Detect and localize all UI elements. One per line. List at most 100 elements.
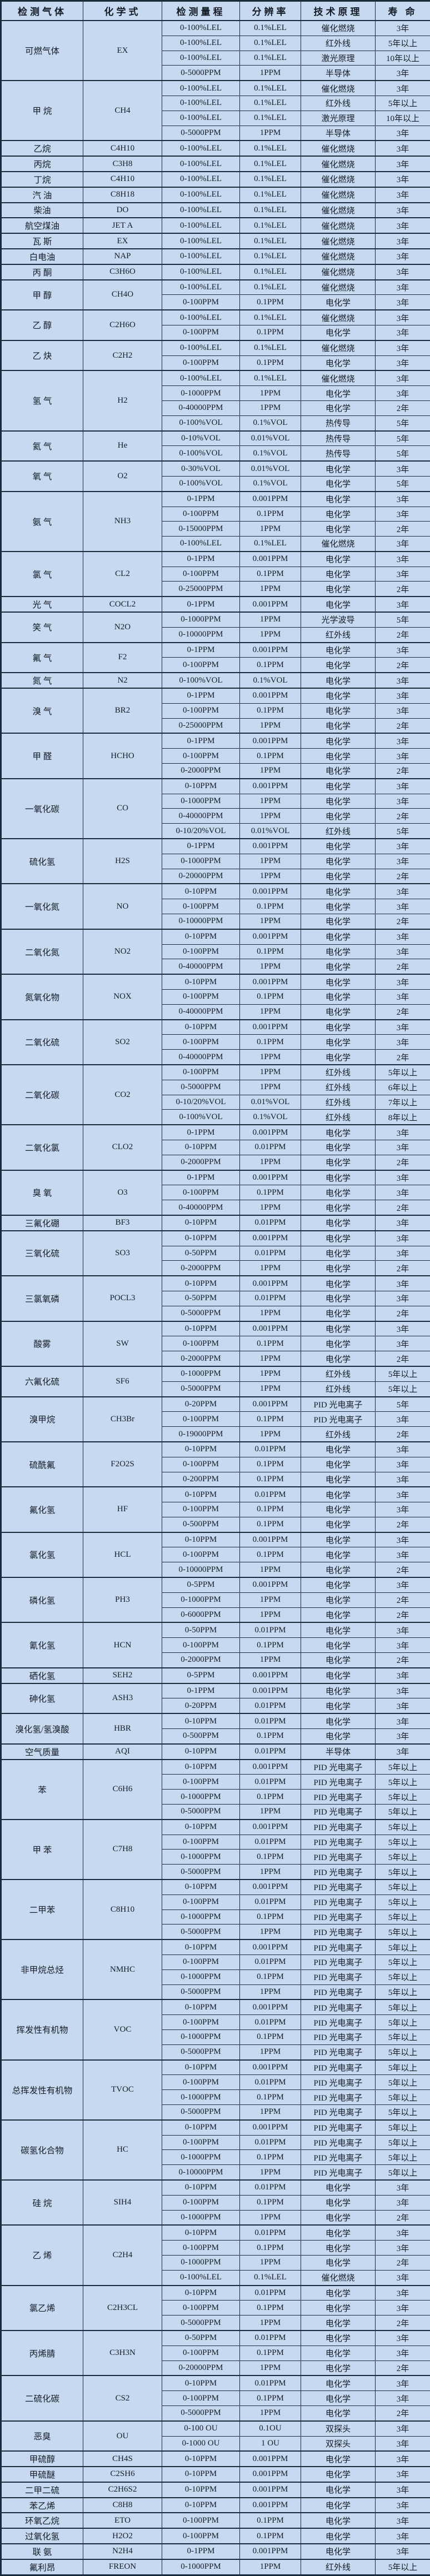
principle-cell: PID 光电离子 xyxy=(301,2104,376,2119)
principle-cell: 电化学 xyxy=(301,944,376,959)
range-cell: 0-10%VOL xyxy=(162,431,240,446)
range-cell: 0-20000PPM xyxy=(162,2361,240,2375)
gas-name-cell: 甲 醇 xyxy=(1,280,83,310)
principle-cell: 电化学 xyxy=(301,1472,376,1487)
range-cell: 0-100%LEL xyxy=(162,2270,240,2285)
resolution-cell: 0.1%LEL xyxy=(240,2270,301,2285)
range-cell: 0-100PPM xyxy=(162,1895,240,1910)
formula-cell: NMHC xyxy=(83,1939,162,1999)
gas-name-cell: 硫化氢 xyxy=(1,839,83,884)
lifetime-cell: 3年 xyxy=(376,340,430,355)
gas-name-cell: 六氟化硫 xyxy=(1,1366,83,1397)
formula-cell: H2O2 xyxy=(83,2528,162,2544)
resolution-cell: 0.1PPM xyxy=(240,295,301,310)
lifetime-cell: 3年 xyxy=(376,990,430,1005)
lifetime-cell: 5年以上 xyxy=(376,1775,430,1790)
lifetime-cell: 3年 xyxy=(376,2436,430,2451)
formula-cell: C4H10 xyxy=(83,141,162,156)
range-cell: 0-1000PPM xyxy=(162,1366,240,1381)
range-cell: 0-1PPM xyxy=(162,1125,240,1140)
lifetime-cell: 3年 xyxy=(376,249,430,264)
resolution-cell: 0.01PPM xyxy=(240,2225,301,2240)
formula-cell: C7H8 xyxy=(83,1820,162,1880)
resolution-cell: 0.001PPM xyxy=(240,779,301,794)
resolution-cell: 1PPM xyxy=(240,1984,301,1999)
principle-cell: 电化学 xyxy=(301,809,376,824)
range-cell: 0-100%LEL xyxy=(162,96,240,111)
lifetime-cell: 5年以上 xyxy=(376,1969,430,1984)
lifetime-cell: 5年以上 xyxy=(376,1955,430,1970)
range-cell: 0-10PPM xyxy=(162,2180,240,2195)
lifetime-cell: 3年 xyxy=(376,597,430,612)
resolution-cell: 0.1PPM xyxy=(240,899,301,914)
principle-cell: PID 光电离子 xyxy=(301,2165,376,2180)
principle-cell: 电化学 xyxy=(301,1502,376,1517)
resolution-cell: 0.001PPM xyxy=(240,1397,301,1412)
lifetime-cell: 3年 xyxy=(376,2451,430,2467)
gas-name-cell: 氨 气 xyxy=(1,492,83,552)
lifetime-cell: 3年 xyxy=(376,66,430,81)
range-cell: 0-10PPM xyxy=(162,1215,240,1231)
range-cell: 0-10000PPM xyxy=(162,627,240,642)
formula-cell: SIH4 xyxy=(83,2180,162,2225)
range-cell: 0-100%LEL xyxy=(162,81,240,96)
principle-cell: 红外线 xyxy=(301,2559,376,2575)
lifetime-cell: 2年 xyxy=(376,400,430,415)
resolution-cell: 0.001PPM xyxy=(240,1321,301,1336)
lifetime-cell: 5年以上 xyxy=(376,2044,430,2059)
gas-name-cell: 二氧化氮 xyxy=(1,929,83,974)
principle-cell: 电化学 xyxy=(301,839,376,854)
lifetime-cell: 3年 xyxy=(376,1336,430,1351)
principle-cell: 电化学 xyxy=(301,1336,376,1351)
principle-cell: 电化学 xyxy=(301,1246,376,1261)
resolution-cell: 0.001PPM xyxy=(240,2120,301,2135)
range-cell: 0-10PPM xyxy=(162,2451,240,2467)
lifetime-cell: 3年 xyxy=(376,386,430,401)
range-cell: 0-1PPM xyxy=(162,1683,240,1698)
lifetime-cell: 3年 xyxy=(376,1442,430,1457)
range-cell: 0-10PPM xyxy=(162,2482,240,2498)
principle-cell: 电化学 xyxy=(301,2195,376,2210)
principle-cell: 红外线 xyxy=(301,1065,376,1080)
range-cell: 0-1000PPM xyxy=(162,794,240,809)
resolution-cell: 1PPM xyxy=(240,794,301,809)
range-cell: 0-10PPM xyxy=(162,1713,240,1728)
lifetime-cell: 3年 xyxy=(376,1321,430,1336)
lifetime-cell: 3年 xyxy=(376,325,430,340)
gas-name-cell: 丙烯腈 xyxy=(1,2331,83,2375)
range-cell: 0-1PPM xyxy=(162,597,240,612)
lifetime-cell: 2年 xyxy=(376,2361,430,2375)
principle-cell: 催化燃烧 xyxy=(301,310,376,325)
gas-name-cell: 甲 烷 xyxy=(1,81,83,141)
gas-name-cell: 丙 酮 xyxy=(1,264,83,280)
resolution-cell: 1PPM xyxy=(240,1607,301,1622)
resolution-cell: 0.1%LEL xyxy=(240,156,301,172)
gas-name-cell: 甲 苯 xyxy=(1,1820,83,1880)
formula-cell: N2O xyxy=(83,612,162,643)
range-cell: 0-10PPM xyxy=(162,1140,240,1155)
range-cell: 0-100%LEL xyxy=(162,141,240,156)
principle-cell: 双探头 xyxy=(301,2421,376,2436)
resolution-cell: 0.001PPM xyxy=(240,884,301,899)
resolution-cell: 1PPM xyxy=(240,1200,301,1215)
lifetime-cell: 2年 xyxy=(376,809,430,824)
principle-cell: 电化学 xyxy=(301,295,376,310)
formula-cell: CH4S xyxy=(83,2451,162,2467)
principle-cell: 红外线 xyxy=(301,824,376,839)
resolution-cell: 0.1PPM xyxy=(240,944,301,959)
formula-cell: C2SH6 xyxy=(83,2467,162,2482)
gas-name-cell: 总挥发性有机物 xyxy=(1,2060,83,2120)
resolution-cell: 0.1%LEL xyxy=(240,111,301,126)
range-cell: 0-1000PPM xyxy=(162,2150,240,2165)
gas-name-cell: 碳氢化合物 xyxy=(1,2120,83,2180)
header-principle: 技术原理 xyxy=(301,1,376,21)
lifetime-cell: 3年 xyxy=(376,673,430,688)
